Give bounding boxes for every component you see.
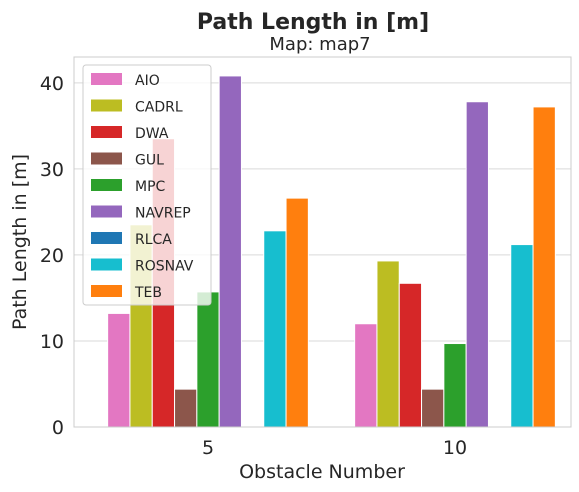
bar-dwa-10 xyxy=(399,283,421,427)
legend: AIO CADRL DWA GUL MPC NAVREP RLCA ROSNAV TEB xyxy=(83,65,211,305)
legend-label-dwa: DWA xyxy=(135,126,169,142)
legend-label-rosnav: ROSNAV xyxy=(135,259,194,275)
bar-aio-5 xyxy=(108,313,130,427)
legend-swatch-rosnav xyxy=(91,259,122,271)
bar-cadrl-10 xyxy=(377,261,399,427)
y-tick-label: 0 xyxy=(52,417,64,439)
bar-rosnav-10 xyxy=(511,245,533,427)
legend-label-navrep: NAVREP xyxy=(135,206,191,222)
legend-label-mpc: MPC xyxy=(135,179,166,195)
y-tick-label: 20 xyxy=(40,245,64,267)
legend-swatch-navrep xyxy=(91,206,122,218)
legend-label-rlca: RLCA xyxy=(135,232,172,248)
bar-rosnav-5 xyxy=(264,231,286,427)
legend-swatch-cadrl xyxy=(91,100,122,112)
bar-mpc-5 xyxy=(197,292,219,427)
y-tick-label: 30 xyxy=(40,159,64,181)
legend-swatch-teb xyxy=(91,285,122,297)
bar-gul-10 xyxy=(422,389,444,427)
y-axis-ticks: 0 10 20 30 40 xyxy=(40,73,64,439)
bar-gul-5 xyxy=(175,389,197,427)
legend-swatch-aio xyxy=(91,73,122,85)
y-tick-label: 40 xyxy=(40,73,64,95)
legend-swatch-mpc xyxy=(91,179,122,191)
legend-swatch-dwa xyxy=(91,126,122,138)
chart-title: Path Length in [m] xyxy=(197,10,429,35)
y-tick-label: 10 xyxy=(40,331,64,353)
legend-label-cadrl: CADRL xyxy=(135,100,183,116)
legend-label-aio: AIO xyxy=(135,73,160,89)
legend-swatch-gul xyxy=(91,153,122,165)
legend-label-gul: GUL xyxy=(135,153,164,169)
bar-aio-10 xyxy=(355,324,377,427)
bar-teb-5 xyxy=(286,198,308,427)
y-axis-label: Path Length in [m] xyxy=(9,154,31,330)
legend-swatch-rlca xyxy=(91,232,122,244)
legend-label-teb: TEB xyxy=(134,285,162,301)
x-axis-ticks: 5 10 xyxy=(202,437,467,459)
chart-subtitle: Map: map7 xyxy=(269,34,370,55)
x-axis-label: Obstacle Number xyxy=(239,461,405,483)
x-tick-label: 10 xyxy=(443,437,467,459)
bar-mpc-10 xyxy=(444,344,466,427)
bar-navrep-5 xyxy=(219,76,241,427)
bar-teb-10 xyxy=(533,107,555,427)
x-tick-label: 5 xyxy=(202,437,214,459)
bar-navrep-10 xyxy=(466,102,488,427)
